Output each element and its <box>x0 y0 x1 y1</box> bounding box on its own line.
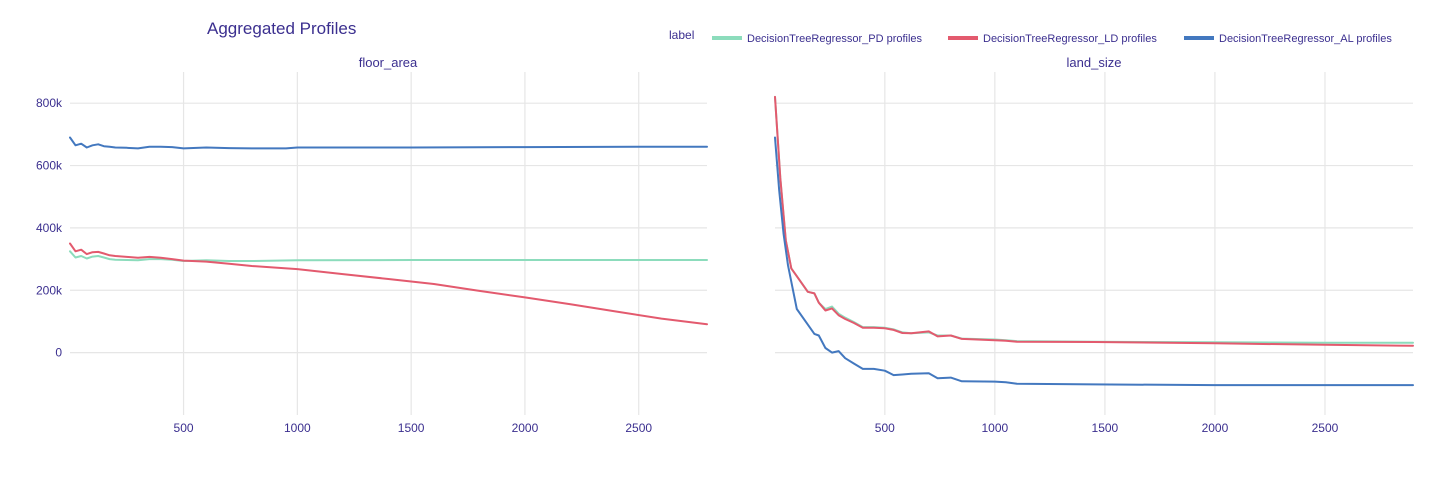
panel-title-floor-area: floor_area <box>359 55 418 70</box>
panel-land-size: 500 1000 1500 2000 2500 land_size <box>774 55 1414 435</box>
y-tick-label: 400k <box>36 221 63 235</box>
x-tick-label: 500 <box>875 421 895 435</box>
series-line-pd <box>69 250 708 262</box>
legend-item-al[interactable]: DecisionTreeRegressor_AL profiles <box>1184 33 1392 45</box>
x-tick-label: 2500 <box>1312 421 1339 435</box>
legend-item-ld[interactable]: DecisionTreeRegressor_LD profiles <box>948 33 1157 45</box>
x-tick-label: 1000 <box>284 421 311 435</box>
legend-label-ld: DecisionTreeRegressor_LD profiles <box>983 33 1157 45</box>
x-tick-label: 2000 <box>1202 421 1229 435</box>
x-tick-label: 1500 <box>1092 421 1119 435</box>
series-line-ld <box>69 242 708 326</box>
x-tick-label: 500 <box>174 421 194 435</box>
series-line-al <box>774 136 1414 387</box>
y-tick-label: 200k <box>36 283 63 297</box>
x-tick-label: 2500 <box>625 421 652 435</box>
panel-floor-area: 0 200k 400k 600k 800k 500 1000 1500 2000 2500 floo… <box>36 55 708 435</box>
y-tick-label: 800k <box>36 96 63 110</box>
legend-label-al: DecisionTreeRegressor_AL profiles <box>1219 33 1392 45</box>
series-line-ld <box>774 95 1414 347</box>
series-line-al <box>69 136 708 150</box>
x-tick-label: 1000 <box>982 421 1009 435</box>
x-tick-label: 1500 <box>398 421 425 435</box>
panel-title-land-size: land_size <box>1067 55 1122 70</box>
legend-label-pd: DecisionTreeRegressor_PD profiles <box>747 33 923 45</box>
chart-title: Aggregated Profiles <box>207 19 356 38</box>
legend-title: label <box>669 28 694 42</box>
legend-item-pd[interactable]: DecisionTreeRegressor_PD profiles <box>712 33 923 45</box>
series-line-pd <box>774 95 1414 344</box>
y-tick-label: 0 <box>55 346 62 360</box>
legend: label DecisionTreeRegressor_PD profiles … <box>669 28 1392 45</box>
y-tick-label: 600k <box>36 159 63 173</box>
x-tick-label: 2000 <box>512 421 539 435</box>
